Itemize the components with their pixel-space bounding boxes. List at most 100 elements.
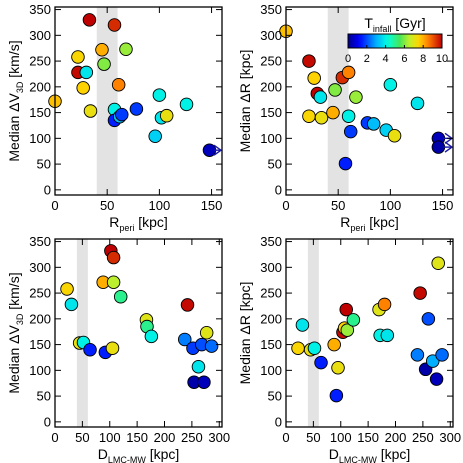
data-point xyxy=(302,109,316,123)
data-point xyxy=(159,108,174,123)
x-tick-label: 100 xyxy=(380,198,402,213)
data-point xyxy=(197,375,211,389)
data-point xyxy=(106,250,121,265)
y-tick-label: 250 xyxy=(29,286,51,301)
colorbar-title: Tinfall [Gyr] xyxy=(364,15,425,34)
colorbar-tick-label: 10 xyxy=(436,53,448,65)
y-tick-label: 150 xyxy=(29,105,51,120)
y-tick-label: 50 xyxy=(37,157,51,172)
x-tick-label: 200 xyxy=(154,430,176,445)
data-point xyxy=(366,117,381,131)
data-point xyxy=(291,341,305,355)
panel-bottom-left: 0 50 100 150 200 250 300 0 50 100 150 200 250 300 350 D… xyxy=(6,234,230,463)
x-tick-label: 100 xyxy=(99,430,121,445)
colorbar-tick-label: 2 xyxy=(364,53,370,65)
x-tick-label: 150 xyxy=(201,198,223,213)
data-point xyxy=(314,110,329,125)
y-axis-label: Median ΔV3D [km/s] xyxy=(6,272,25,393)
data-point xyxy=(76,81,90,95)
data-point xyxy=(341,65,356,80)
x-axis-label: Rperi [kpc] xyxy=(109,214,168,233)
y-tick-label: 250 xyxy=(260,54,282,69)
shaded-band xyxy=(76,239,88,427)
data-point xyxy=(119,42,133,56)
y-tick-label: 350 xyxy=(29,234,51,249)
x-tick-label: 0 xyxy=(51,430,58,445)
data-point xyxy=(115,107,129,122)
data-point xyxy=(129,102,144,116)
y-tick-label: 100 xyxy=(260,363,282,378)
y-tick-label: 150 xyxy=(29,337,51,352)
y-tick-label: 350 xyxy=(29,2,51,17)
y-tick-label: 200 xyxy=(260,79,282,94)
y-tick-label: 100 xyxy=(29,363,51,378)
colorbar xyxy=(347,33,443,49)
data-point xyxy=(431,140,446,154)
data-point xyxy=(178,332,192,347)
y-tick-label: 50 xyxy=(268,157,282,172)
y-tick-label: 200 xyxy=(260,311,282,326)
x-tick-label: 150 xyxy=(126,430,148,445)
x-axis-label: Rperi [kpc] xyxy=(340,214,399,233)
y-tick-label: 50 xyxy=(268,389,282,404)
x-tick-label: 50 xyxy=(100,198,114,213)
y-tick-label: 100 xyxy=(260,131,282,146)
y-tick-label: 200 xyxy=(29,79,51,94)
x-tick-label: 100 xyxy=(149,198,171,213)
y-tick-label: 0 xyxy=(44,182,51,197)
data-point xyxy=(71,50,85,64)
data-point xyxy=(346,313,361,327)
colorbar-tick-label: 4 xyxy=(383,53,389,65)
data-point xyxy=(329,388,344,403)
data-point xyxy=(95,43,109,57)
y-tick-label: 200 xyxy=(29,311,51,326)
data-point xyxy=(410,96,425,111)
limit-arrowhead xyxy=(444,141,454,153)
y-axis-label: Median ΔR [kpc] xyxy=(237,282,253,385)
data-point xyxy=(64,297,79,312)
shaded-band xyxy=(96,7,118,195)
data-point xyxy=(307,71,321,85)
plot-frame xyxy=(285,6,454,196)
data-point xyxy=(343,124,358,139)
y-tick-label: 0 xyxy=(275,182,282,197)
data-point xyxy=(435,348,449,362)
data-point xyxy=(60,282,74,296)
data-point xyxy=(113,289,128,304)
y-tick-label: 350 xyxy=(260,234,282,249)
data-point xyxy=(83,104,98,118)
plot-frame xyxy=(54,238,223,428)
data-point xyxy=(82,13,97,27)
data-point xyxy=(79,65,94,80)
data-point xyxy=(307,341,322,355)
data-point xyxy=(313,90,328,104)
data-point xyxy=(377,297,392,312)
y-tick-label: 300 xyxy=(260,260,282,275)
data-point xyxy=(295,318,310,332)
x-tick-label: 0 xyxy=(282,198,289,213)
y-tick-label: 150 xyxy=(260,337,282,352)
x-tick-label: 250 xyxy=(181,430,203,445)
data-point xyxy=(152,88,167,102)
data-point xyxy=(328,83,342,97)
x-tick-label: 250 xyxy=(412,430,434,445)
data-point xyxy=(314,355,328,370)
data-point xyxy=(380,328,395,343)
data-point xyxy=(339,302,353,317)
y-tick-label: 250 xyxy=(29,54,51,69)
data-point xyxy=(191,359,206,374)
data-point xyxy=(340,323,355,337)
y-tick-label: 300 xyxy=(29,28,51,43)
data-point xyxy=(107,18,122,32)
data-point xyxy=(326,105,340,120)
data-point xyxy=(83,342,97,357)
data-point xyxy=(327,337,341,352)
x-axis-label: DLMC-MW [kpc] xyxy=(329,446,411,463)
data-point xyxy=(97,57,111,71)
data-point xyxy=(144,329,159,344)
data-point xyxy=(302,54,316,68)
data-point xyxy=(341,109,356,123)
x-tick-label: 150 xyxy=(432,198,454,213)
plot-frame xyxy=(54,6,223,196)
